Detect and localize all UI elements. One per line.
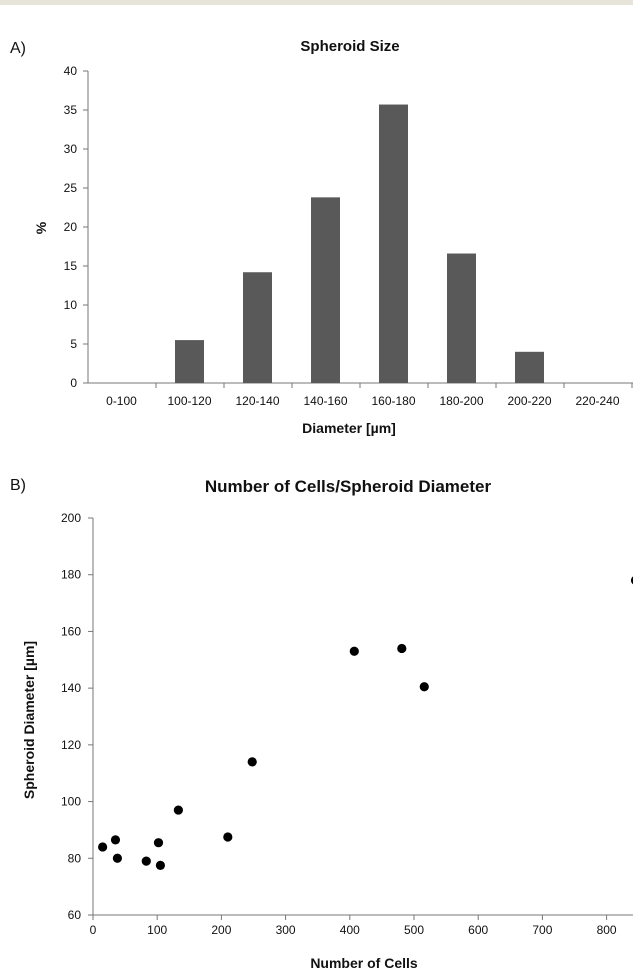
x-tick-label-a: 200-220 [507,394,551,408]
y-tick-label-a: 5 [70,337,77,351]
y-tick-label-b: 140 [61,681,81,695]
panel-label-b: B) [10,477,26,494]
data-point [112,853,122,863]
x-tick-label-a: 100-120 [167,394,211,408]
x-tick-label-a: 140-160 [303,394,347,408]
top-border [0,0,633,5]
y-tick-label-a: 15 [64,259,78,273]
scatter-chart-panel: B) Number of Cells/Spheroid Diameter Sph… [10,477,633,971]
axes-a [83,70,633,388]
y-tick-label-a: 10 [64,298,78,312]
data-point [630,576,633,585]
data-point [153,838,164,848]
y-tick-label-b: 100 [61,795,81,809]
bar [243,272,272,383]
data-point [397,643,407,654]
x-tick-label-b: 500 [404,923,424,937]
bar [447,253,476,383]
y-tick-label-b: 60 [68,908,82,922]
data-point [223,832,233,842]
x-tick-label-b: 700 [532,923,552,937]
data-point [349,646,359,656]
bar [379,104,408,383]
chart-title-a: Spheroid Size [300,38,399,55]
y-tick-label-a: 35 [64,103,78,117]
y-tick-label-a: 20 [64,220,78,234]
y-axis-label-b: Spheroid Diameter [µm] [21,641,37,799]
data-point [98,842,108,852]
data-point [155,860,166,870]
chart-title-b: Number of Cells/Spheroid Diameter [205,477,492,496]
x-tick-label-b: 100 [147,923,167,937]
x-tick-label-a: 220-240 [575,394,619,408]
panel-label-a: A) [10,40,26,57]
tick-labels-a: 0 5 10 15 20 25 30 35 40 0-100 100-120 120-140 140-1… [64,64,620,408]
y-tick-label-b: 200 [61,511,81,525]
bar-chart-panel: A) Spheroid Size % Diameter [µm] 0 5 10 15 2… [10,38,633,436]
data-point [419,682,429,692]
x-tick-label-b: 0 [90,923,97,937]
y-tick-label-b: 160 [61,624,81,638]
x-axis-label-b: Number of Cells [310,955,418,971]
bar [175,340,204,383]
bars [175,104,544,383]
tick-labels-b: 60 80 100 120 140 160 180 200 0 100 200 300 400 500 60… [61,511,617,937]
bar [311,197,340,383]
x-tick-label-a: 160-180 [371,394,415,408]
y-tick-label-a: 0 [70,376,77,390]
x-axis-label-a: Diameter [µm] [302,420,396,436]
data-point [141,856,151,866]
y-tick-label-a: 40 [64,64,78,78]
x-tick-label-a: 180-200 [439,394,483,408]
data-point [173,805,183,815]
axes-b [88,517,633,920]
x-tick-label-a: 0-100 [106,394,137,408]
bar [515,351,544,383]
y-tick-label-b: 180 [61,568,81,582]
data-point [110,835,121,845]
y-axis-label-a: % [33,221,49,234]
y-tick-label-b: 120 [61,738,81,752]
x-tick-label-a: 120-140 [235,394,279,408]
y-tick-label-b: 80 [68,851,82,865]
y-tick-label-a: 25 [64,181,78,195]
x-tick-label-b: 800 [597,923,617,937]
data-point [247,757,257,767]
x-tick-label-b: 200 [211,923,231,937]
y-tick-label-a: 30 [64,142,78,156]
points [98,576,633,870]
x-tick-label-b: 300 [276,923,296,937]
x-tick-label-b: 400 [340,923,360,937]
x-tick-label-b: 600 [468,923,488,937]
